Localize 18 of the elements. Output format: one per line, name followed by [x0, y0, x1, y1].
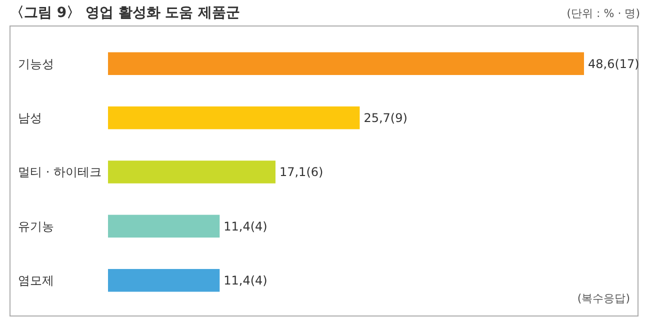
- data-label: 11,4(4): [224, 274, 268, 288]
- data-label: 17,1(6): [279, 165, 324, 180]
- y-tick-label: 유기농: [18, 219, 54, 234]
- bar: [108, 268, 220, 292]
- y-tick-label: 남성: [18, 111, 42, 126]
- bar: [108, 52, 584, 76]
- y-tick-label: 기능성: [18, 56, 54, 71]
- bar: [108, 106, 360, 130]
- bar: [108, 214, 220, 238]
- annotation: (복수응답): [577, 292, 630, 305]
- data-label: 25,7(9): [364, 111, 408, 126]
- bar: [108, 160, 276, 184]
- y-tick-label: 염모제: [18, 274, 54, 288]
- chart-title: 〈그림 9〉 영업 활성화 도움 제품군: [10, 5, 240, 21]
- text: (단위 : % · 명): [566, 7, 640, 20]
- data-label: 11,4(4): [224, 219, 268, 234]
- data-label: 48,6(17): [588, 56, 640, 71]
- y-tick-label: 멀티 · 하이테크: [18, 165, 102, 180]
